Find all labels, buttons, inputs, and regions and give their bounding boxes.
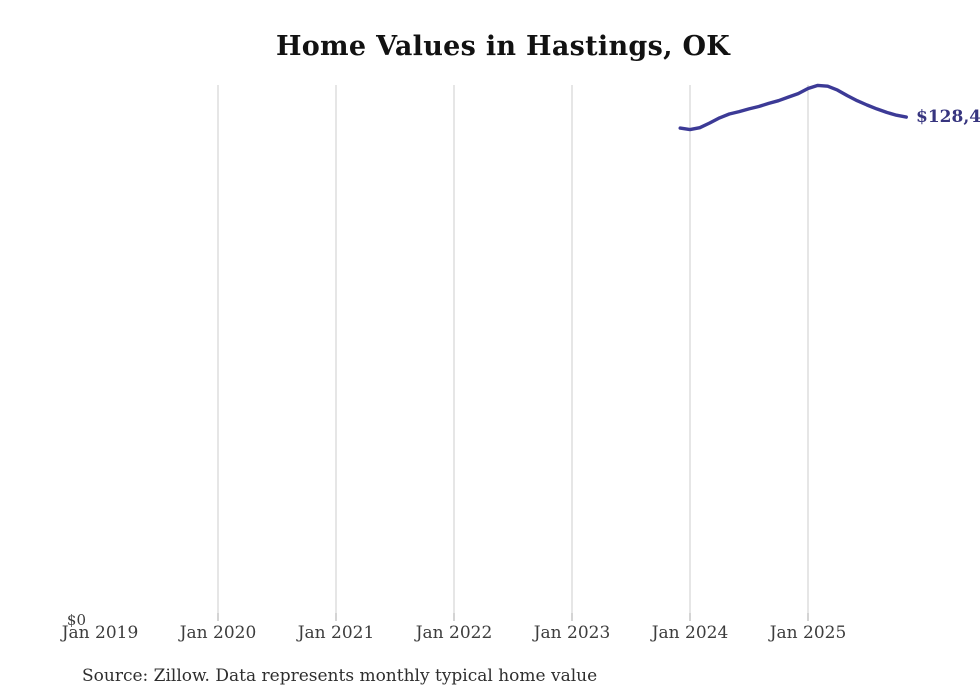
x-tick-label: Jan 2024 [651, 623, 729, 643]
x-tick-label: Jan 2025 [769, 623, 847, 643]
latest-value-label: $128,400 [916, 107, 980, 127]
x-tick-label: Jan 2021 [297, 623, 375, 643]
x-tick-label: Jan 2022 [415, 623, 493, 643]
x-tick-label: Jan 2020 [179, 623, 257, 643]
chart-title: Home Values in Hastings, OK [275, 31, 731, 62]
y-axis-zero-label: $0 [66, 611, 86, 629]
x-tick-label: Jan 2019 [61, 623, 139, 643]
x-tick-label: Jan 2023 [533, 623, 611, 643]
source-note: Source: Zillow. Data represents monthly … [82, 666, 598, 686]
home-value-line [678, 83, 908, 132]
